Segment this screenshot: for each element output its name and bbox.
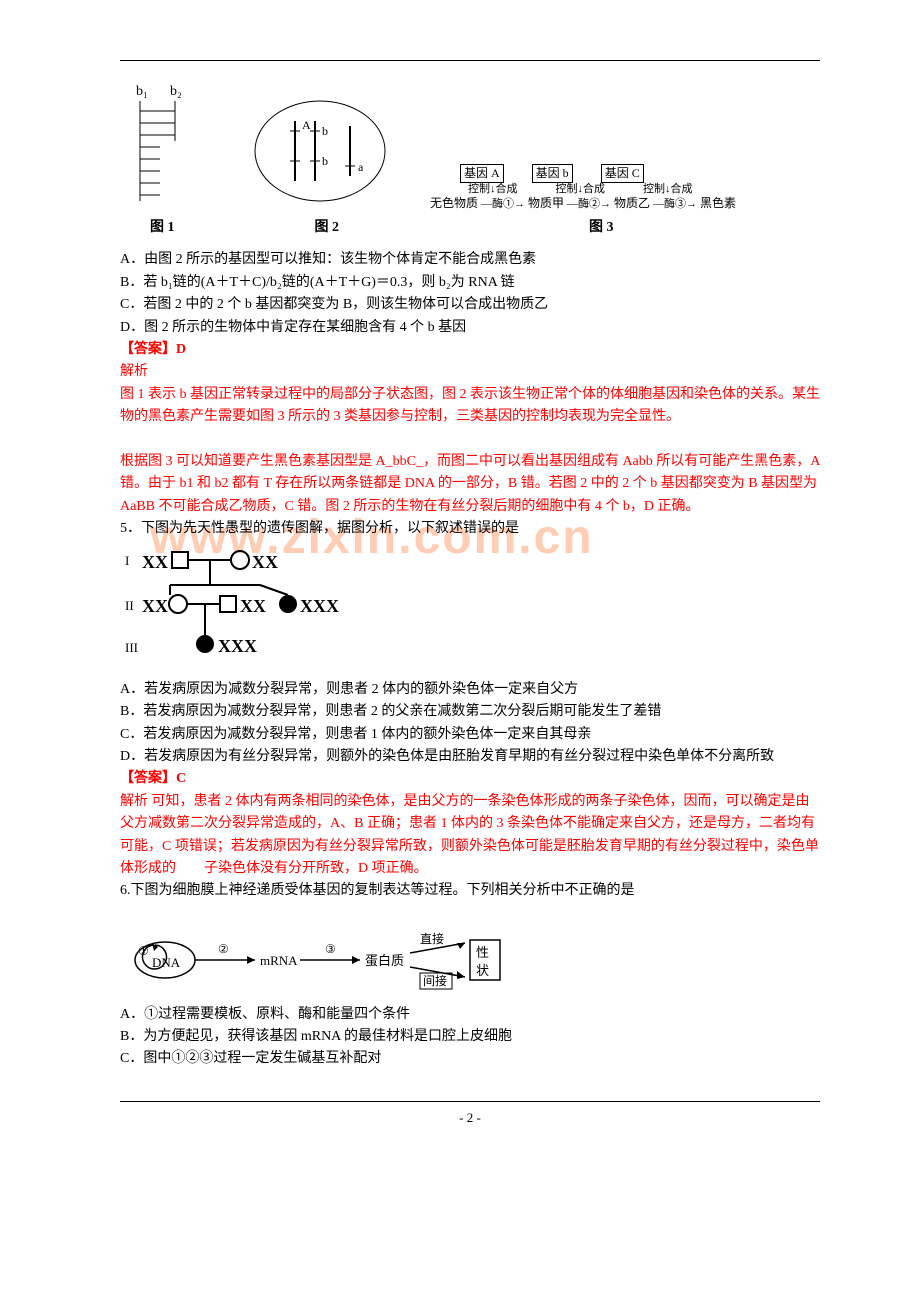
q5-answer: 【答案】C bbox=[120, 768, 820, 790]
fig1-b2: b₂ bbox=[170, 84, 182, 99]
fig3-synA: 合成 bbox=[496, 183, 518, 195]
page-content: b₁ b₂ bbox=[120, 81, 820, 1071]
fig3-enz1: 酶① bbox=[492, 198, 514, 210]
svg-text:XX: XX bbox=[142, 596, 168, 616]
q4-optC: C．若图 2 中的 2 个 b 基因都突变为 B，则该生物体可以合成出物质乙 bbox=[120, 294, 820, 316]
q6-protein: 蛋白质 bbox=[365, 953, 404, 968]
fig1-label: 图 1 bbox=[150, 217, 175, 239]
fig3-matB: 物质乙 bbox=[614, 196, 650, 210]
fig3-black: 黑色素 bbox=[700, 196, 736, 210]
fig3-geneC: 基因 C bbox=[601, 164, 644, 182]
q6-optC: C．图中①②③过程一定发生碱基互补配对 bbox=[120, 1048, 820, 1070]
q6-indirect: 间接 bbox=[423, 973, 447, 988]
q6-dna: DNA bbox=[152, 955, 181, 970]
svg-text:XXX: XXX bbox=[218, 636, 257, 656]
fig3-enz2: 酶② bbox=[578, 198, 600, 210]
fig3-enz3: 酶③ bbox=[664, 198, 686, 210]
figure-row: b₁ b₂ bbox=[120, 81, 820, 211]
svg-text:状: 状 bbox=[476, 963, 489, 978]
q4-answer: 【答案】D bbox=[120, 339, 820, 361]
q4-optA: A．由图 2 所示的基因型可以推知：该生物个体肯定不能合成黑色素 bbox=[120, 249, 820, 271]
q5-expl: 解析 可知，患者 2 体内有两条相同的染色体，是由父方的一条染色体形成的两条子染… bbox=[120, 791, 820, 881]
q5-optB: B．若发病原因为减数分裂异常，则患者 2 的父亲在减数第二次分裂后期可能发生了差… bbox=[120, 701, 820, 723]
svg-text:XX: XX bbox=[142, 552, 168, 572]
svg-text:性: 性 bbox=[476, 945, 489, 960]
pedigree-diagram: I XX XX II XX XX XXX III XXX bbox=[120, 540, 380, 670]
figure-2: A b b a bbox=[240, 81, 400, 211]
fig2-a: a bbox=[358, 160, 364, 174]
fig1-b1: b₁ bbox=[136, 84, 148, 99]
q5-optA: A．若发病原因为减数分裂异常，则患者 2 体内的额外染色体一定来自父方 bbox=[120, 679, 820, 701]
fig2-label: 图 2 bbox=[315, 217, 340, 239]
fig2-A: A bbox=[302, 118, 311, 132]
q5-optC: C．若发病原因为减数分裂异常，则患者 1 体内的额外染色体一定来自其母亲 bbox=[120, 724, 820, 746]
q6-diagram: ① DNA ② mRNA ③ 蛋白质 直接 间接 性 状 bbox=[120, 925, 540, 995]
q4-expl-p2: 根据图 3 可以知道要产生黑色素基因型是 A_bbC_，而图二中可以看出基因组成… bbox=[120, 451, 820, 518]
figure-1: b₁ b₂ bbox=[120, 81, 210, 211]
fig3-geneA: 基因 A bbox=[460, 164, 504, 182]
fig3-ctrlA: 控制 bbox=[468, 183, 490, 195]
ped-gen2: II bbox=[125, 598, 134, 613]
fig3-synB: 合成 bbox=[583, 183, 605, 195]
q4-jiexi: 解析 bbox=[120, 361, 820, 383]
q6-n1: ① bbox=[138, 944, 149, 958]
fig3-ctrlB: 控制 bbox=[556, 183, 578, 195]
q6-mrna: mRNA bbox=[260, 953, 298, 968]
q4-expl-p1: 图 1 表示 b 基因正常转录过程中的局部分子状态图，图 2 表示该生物正常个体… bbox=[120, 384, 820, 429]
q6-n3: ③ bbox=[325, 942, 336, 956]
q6-n2: ② bbox=[218, 942, 229, 956]
q5-stem: 5．下图为先天性愚型的遗传图解，据图分析，以下叙述错误的是 bbox=[120, 518, 820, 540]
fig3-ctrlC: 控制 bbox=[643, 183, 665, 195]
fig3-colorless: 无色物质 bbox=[430, 196, 478, 210]
fig3-label: 图 3 bbox=[589, 217, 614, 239]
page-top-rule bbox=[120, 60, 820, 61]
figure-3: 基因 A 基因 b 基因 C 控制↓合成 控制↓合成 控制↓合成 无色物质 —酶… bbox=[430, 164, 736, 211]
fig3-geneB: 基因 b bbox=[532, 164, 573, 182]
fig2-b2: b bbox=[322, 154, 328, 168]
q6-stem: 6.下图为细胞膜上神经递质受体基因的复制表达等过程。下列相关分析中不正确的是 bbox=[120, 880, 820, 902]
fig2-b1: b bbox=[322, 124, 328, 138]
ped-gen1: I bbox=[125, 553, 129, 568]
svg-text:XX: XX bbox=[252, 552, 278, 572]
q4-optD: D．图 2 所示的生物体中肯定存在某细胞含有 4 个 b 基因 bbox=[120, 317, 820, 339]
fig3-matA: 物质甲 bbox=[528, 196, 564, 210]
svg-text:XXX: XXX bbox=[300, 596, 339, 616]
q6-optB: B．为方便起见，获得该基因 mRNA 的最佳材料是口腔上皮细胞 bbox=[120, 1026, 820, 1048]
q5-optD: D．若发病原因为有丝分裂异常，则额外的染色体是由胚胎发育早期的有丝分裂过程中染色… bbox=[120, 746, 820, 768]
fig3-synC: 合成 bbox=[671, 183, 693, 195]
page-number: - 2 - bbox=[120, 1101, 820, 1129]
svg-text:XX: XX bbox=[240, 596, 266, 616]
q4-optB: B．若 b₁链的(A＋T＋C)/b₂链的(A＋T＋G)＝0.3，则 b₂为 RN… bbox=[120, 272, 820, 294]
ped-gen3: III bbox=[125, 640, 138, 655]
q6-direct: 直接 bbox=[420, 931, 444, 946]
q6-optA: A．①过程需要模板、原料、酶和能量四个条件 bbox=[120, 1004, 820, 1026]
